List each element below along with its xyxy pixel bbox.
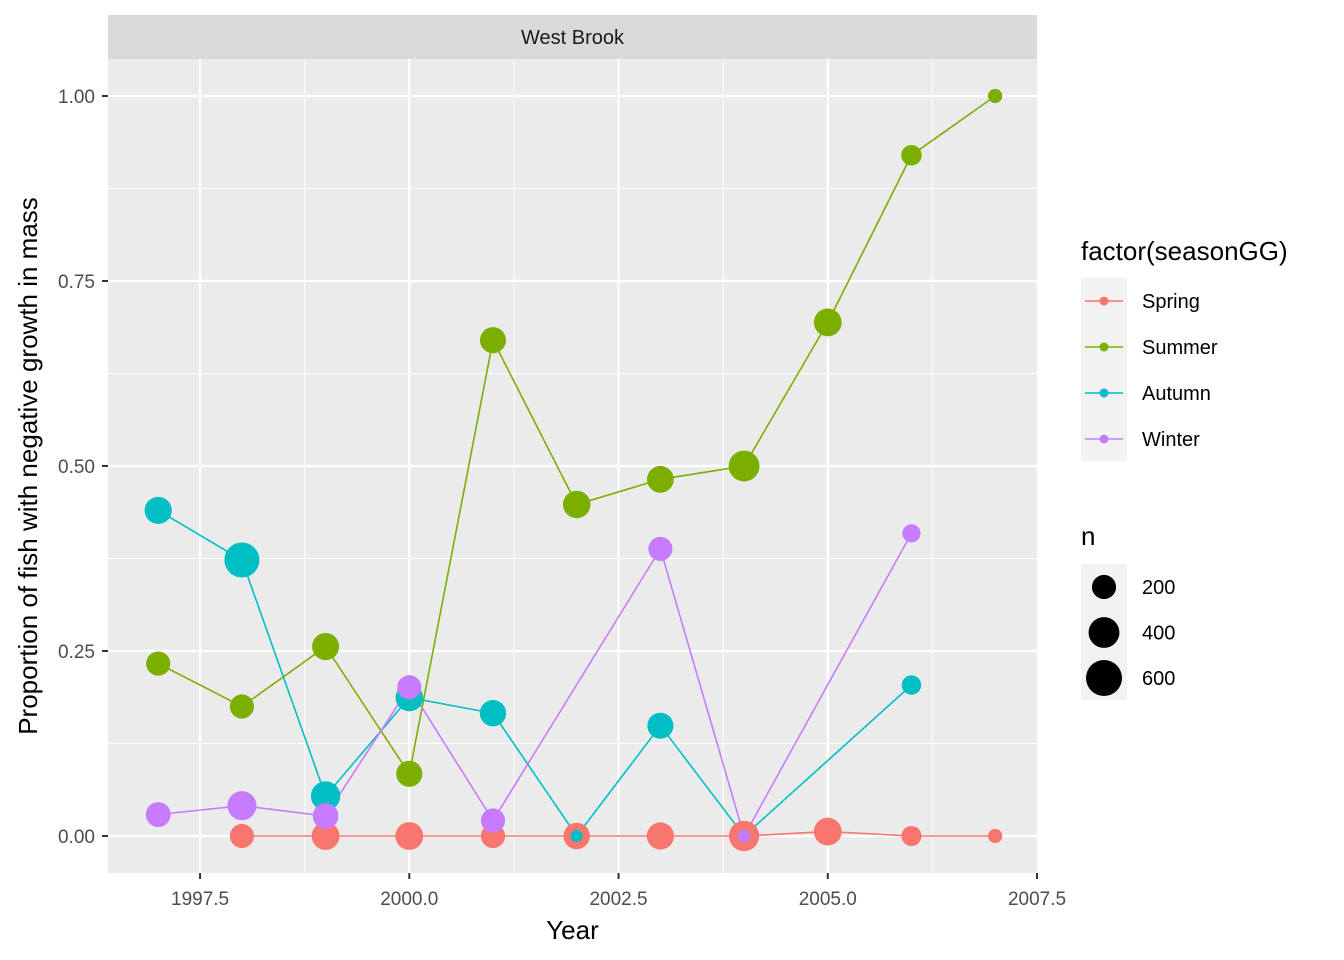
legend-label-summer: Summer bbox=[1142, 337, 1218, 359]
x-tick-label: 1997.5 bbox=[171, 889, 229, 910]
point-spring bbox=[395, 822, 424, 850]
legend-key-point-spring bbox=[1099, 296, 1109, 306]
y-axis: 0.00 0.25 0.50 0.75 1.00 bbox=[58, 87, 108, 848]
point-summer bbox=[312, 632, 340, 661]
legend-label-spring: Spring bbox=[1142, 291, 1200, 313]
x-axis-label: Year bbox=[546, 915, 599, 945]
y-tick-label: 1.00 bbox=[58, 87, 95, 108]
color-legend-title: factor(seasonGG) bbox=[1081, 236, 1288, 266]
legend-key-point-autumn bbox=[1099, 388, 1109, 398]
point-summer bbox=[229, 694, 254, 719]
point-summer bbox=[728, 450, 760, 482]
point-autumn bbox=[310, 781, 341, 811]
point-summer bbox=[901, 144, 922, 166]
point-winter bbox=[145, 802, 171, 828]
point-summer bbox=[813, 308, 842, 337]
legend-label-autumn: Autumn bbox=[1142, 383, 1211, 405]
point-spring bbox=[813, 817, 842, 846]
color-legend: Spring Summer Autumn Winter bbox=[1081, 277, 1218, 461]
point-summer bbox=[646, 465, 674, 493]
size-legend-label: 400 bbox=[1142, 623, 1175, 645]
size-legend-label: 200 bbox=[1142, 577, 1175, 599]
color-legend-keys-bg bbox=[1081, 277, 1127, 461]
y-tick-label: 0.75 bbox=[58, 272, 95, 293]
point-summer bbox=[479, 327, 507, 354]
point-autumn bbox=[479, 699, 507, 727]
point-spring bbox=[229, 823, 254, 849]
point-winter bbox=[227, 791, 257, 821]
legend-key-point-summer bbox=[1099, 342, 1109, 352]
x-tick-label: 2000.0 bbox=[380, 889, 438, 910]
x-tick-label: 2007.5 bbox=[1008, 889, 1066, 910]
size-legend-key bbox=[1088, 617, 1120, 648]
point-summer bbox=[562, 490, 591, 519]
y-tick-label: 0.00 bbox=[58, 827, 95, 848]
facet-title: West Brook bbox=[521, 27, 625, 49]
legend-label-winter: Winter bbox=[1142, 429, 1200, 451]
grid bbox=[108, 59, 1037, 873]
x-tick-label: 2002.5 bbox=[589, 889, 647, 910]
series-line-spring bbox=[241, 830, 996, 837]
point-winter bbox=[480, 808, 506, 833]
x-axis: 1997.5 2000.0 2002.5 2005.0 2007.5 bbox=[171, 873, 1066, 910]
size-legend-title: n bbox=[1081, 521, 1095, 551]
point-autumn bbox=[144, 496, 172, 524]
x-tick-label: 2005.0 bbox=[799, 889, 857, 910]
point-spring bbox=[311, 822, 340, 850]
point-winter bbox=[312, 803, 339, 829]
point-autumn bbox=[224, 542, 260, 578]
point-autumn bbox=[570, 830, 583, 842]
point-summer bbox=[988, 88, 1003, 104]
point-spring bbox=[988, 828, 1003, 844]
point-summer bbox=[146, 651, 171, 676]
size-legend: 200 400 600 bbox=[1081, 564, 1175, 700]
point-summer bbox=[396, 760, 423, 787]
y-axis-label: Proportion of fish with negative growth … bbox=[13, 197, 43, 735]
size-legend-key bbox=[1086, 660, 1122, 696]
y-tick-label: 0.50 bbox=[58, 457, 95, 478]
legend-key-point-winter bbox=[1099, 434, 1109, 444]
point-spring bbox=[901, 826, 922, 846]
point-winter bbox=[648, 536, 673, 561]
series-layer bbox=[144, 88, 1003, 852]
point-autumn bbox=[647, 712, 674, 739]
y-tick-label: 0.25 bbox=[58, 642, 95, 663]
point-autumn bbox=[901, 675, 922, 695]
size-legend-key bbox=[1091, 574, 1117, 600]
point-winter bbox=[902, 524, 921, 543]
point-winter bbox=[397, 675, 422, 700]
point-winter bbox=[737, 829, 751, 843]
size-legend-label: 600 bbox=[1142, 668, 1175, 690]
facet-strip bbox=[108, 15, 1037, 59]
point-spring bbox=[646, 822, 674, 850]
